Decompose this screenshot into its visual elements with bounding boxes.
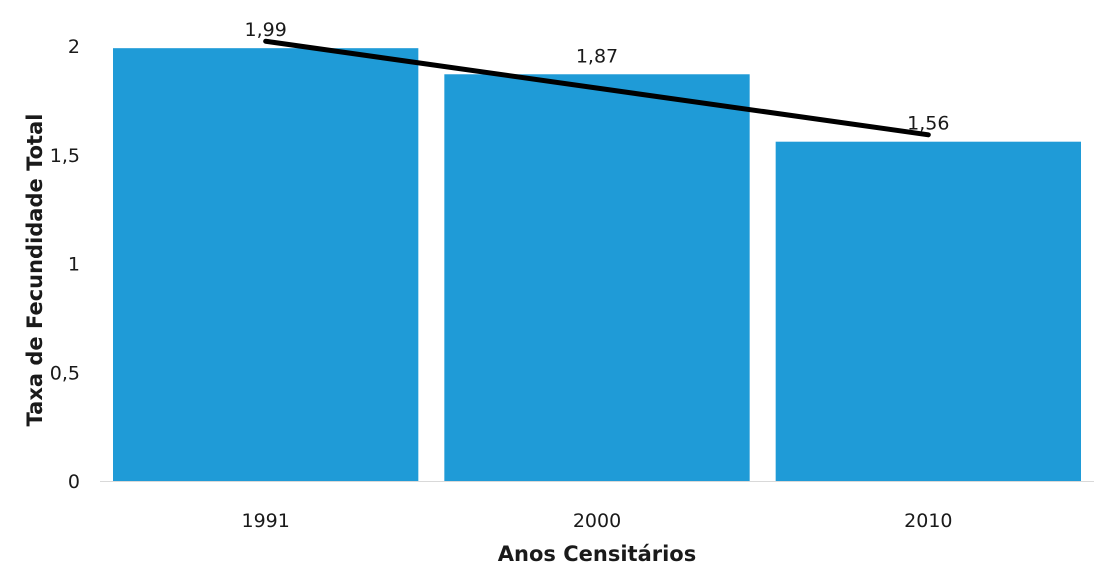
x-tick-label: 2000 [573, 510, 621, 532]
x-axis-ticks: 1991 2000 2010 [241, 510, 952, 532]
y-tick-label: 0 [68, 471, 80, 493]
data-label: 1,99 [245, 19, 287, 41]
y-tick-label: 1 [68, 254, 80, 276]
y-axis-ticks: 0 0,5 1 1,5 2 [50, 36, 80, 493]
x-axis-title: Anos Censitários [498, 542, 696, 566]
y-tick-label: 0,5 [50, 362, 80, 384]
y-tick-label: 2 [68, 36, 80, 58]
data-labels-group: 1,99 1,87 1,56 [245, 19, 950, 135]
data-label: 1,56 [907, 113, 949, 135]
x-tick-label: 1991 [241, 510, 289, 532]
trendline-group [263, 38, 931, 138]
bar [113, 48, 419, 482]
bar [775, 141, 1081, 481]
bar [444, 74, 750, 482]
bars-group [113, 48, 1081, 482]
trendline [263, 38, 931, 138]
y-tick-label: 1,5 [50, 145, 80, 167]
x-tick-label: 2010 [904, 510, 952, 532]
data-label: 1,87 [576, 45, 618, 67]
y-axis-title: Taxa de Fecundidade Total [23, 114, 47, 427]
